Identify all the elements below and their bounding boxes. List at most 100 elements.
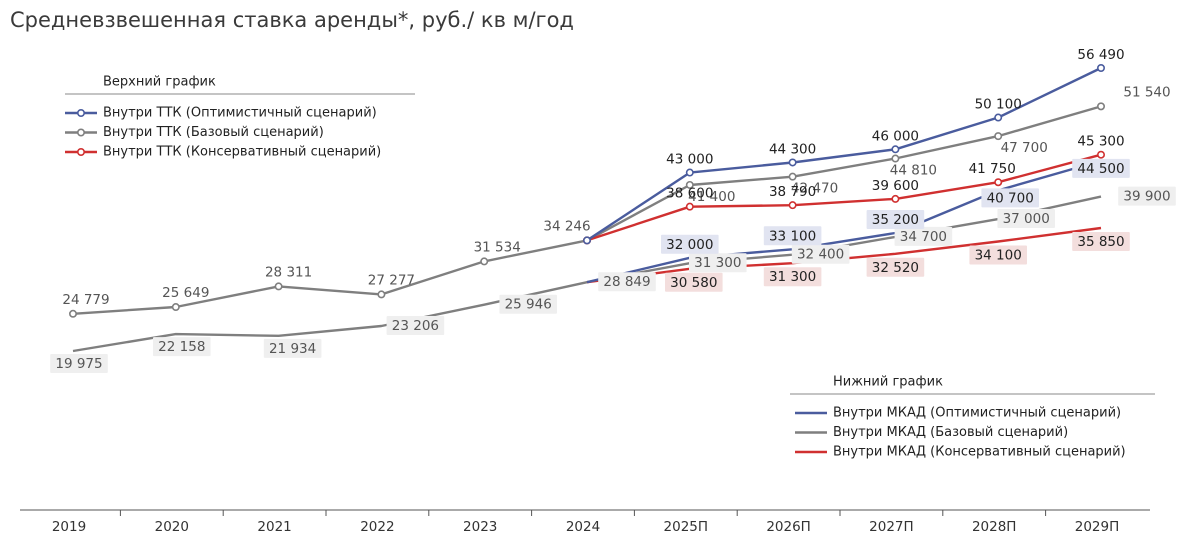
data-label: 44 810 <box>890 163 937 179</box>
x-tick-label: 2028П <box>972 519 1017 535</box>
data-label: 39 900 <box>1123 189 1170 205</box>
data-label-bg <box>661 234 719 254</box>
data-label: 35 850 <box>1077 234 1124 250</box>
legend-label: Внутри МКАД (Базовый сценарий) <box>833 425 1068 440</box>
data-point-base <box>274 282 283 291</box>
series-line-lower-optimistic <box>586 159 1102 284</box>
data-label: 43 000 <box>666 152 713 168</box>
data-point-conservative <box>1097 150 1106 159</box>
x-tick-label: 2023 <box>463 519 497 535</box>
x-tick-label: 2019 <box>52 519 86 535</box>
legend-label: Внутри ТТК (Оптимистичный сценарий) <box>103 106 377 121</box>
data-label: 23 206 <box>392 318 439 334</box>
x-tick-label: 2024 <box>566 519 600 535</box>
data-label-bg <box>866 257 925 277</box>
data-label: 37 000 <box>1003 211 1050 227</box>
data-label-bg <box>665 272 723 292</box>
data-label-bg <box>866 210 925 230</box>
data-label: 40 700 <box>987 190 1034 206</box>
data-point-conservative <box>685 202 694 211</box>
legend-marker <box>77 148 86 157</box>
data-point-base <box>994 132 1003 141</box>
legend-label: Внутри МКАД (Оптимистичный сценарий) <box>833 406 1121 421</box>
data-label: 46 000 <box>872 128 919 144</box>
data-label: 31 300 <box>694 255 741 271</box>
data-label: 32 000 <box>666 237 713 253</box>
data-label-bg <box>763 226 822 246</box>
data-label-bg <box>1118 186 1176 206</box>
data-label: 41 750 <box>969 161 1016 177</box>
data-label: 25 649 <box>162 285 209 301</box>
legend-label: Внутри ТТК (Базовый сценарий) <box>103 125 324 140</box>
data-point-optimistic <box>788 158 797 167</box>
data-label: 34 700 <box>900 229 947 245</box>
legend-label: Внутри МКАД (Консервативный сценарий) <box>833 445 1126 460</box>
data-point-optimistic <box>891 145 900 154</box>
chart-title: Средневзвешенная ставка аренды*, руб./ к… <box>10 8 574 32</box>
x-tick-label: 2022 <box>360 519 394 535</box>
data-point-base <box>480 257 489 266</box>
x-tick-label: 2020 <box>155 519 189 535</box>
data-label-bg <box>981 188 1039 208</box>
data-point-optimistic <box>685 168 694 177</box>
data-point-base <box>377 290 386 299</box>
data-label-bg <box>763 267 822 287</box>
data-point-optimistic <box>582 236 591 245</box>
data-label: 31 534 <box>474 239 521 255</box>
data-label-bg <box>894 226 953 246</box>
legend-marker <box>77 109 86 118</box>
data-label: 42 470 <box>791 181 838 197</box>
data-label-bg <box>50 354 108 373</box>
data-point-base <box>891 154 900 163</box>
data-label: 28 849 <box>603 274 650 290</box>
legend-heading: Нижний график <box>833 375 943 390</box>
data-label: 27 277 <box>368 272 415 288</box>
data-label: 25 946 <box>505 297 552 313</box>
data-label-bg <box>598 272 656 292</box>
legend-heading: Верхний график <box>103 75 216 90</box>
data-label: 38 600 <box>666 186 713 202</box>
data-label-bg <box>791 244 850 264</box>
data-point-base <box>685 180 694 189</box>
data-label: 41 400 <box>688 189 735 205</box>
data-label: 28 311 <box>265 264 312 280</box>
data-point-optimistic <box>994 113 1003 122</box>
x-tick-label: 2021 <box>257 519 291 535</box>
data-point-optimistic <box>1097 64 1106 73</box>
data-label: 38 790 <box>769 184 816 200</box>
data-label: 35 200 <box>872 212 919 228</box>
x-tick-label: 2027П <box>869 519 914 535</box>
data-label: 44 500 <box>1077 161 1124 177</box>
data-label: 32 520 <box>872 260 919 276</box>
data-label-bg <box>263 338 322 358</box>
data-label-bg <box>153 337 211 357</box>
data-label: 33 100 <box>769 228 816 244</box>
data-label-bg <box>1072 158 1130 178</box>
legend-marker <box>77 128 86 137</box>
data-label-bg <box>1072 231 1130 251</box>
series-line-upper-optimistic <box>586 66 1102 242</box>
data-point-base <box>788 172 797 181</box>
data-label: 44 300 <box>769 141 816 157</box>
data-point-base <box>1097 102 1106 111</box>
data-point-base <box>69 309 78 318</box>
data-label: 34 100 <box>975 248 1022 264</box>
data-label-bg <box>689 253 747 273</box>
data-point-conservative <box>891 194 900 203</box>
data-label: 39 600 <box>872 178 919 194</box>
data-label-bg <box>499 294 557 314</box>
x-tick-label: 2026П <box>766 519 811 535</box>
data-label: 31 300 <box>769 269 816 285</box>
data-label-bg <box>997 209 1055 229</box>
data-label: 50 100 <box>975 97 1022 113</box>
x-tick-label: 2025П <box>664 519 709 535</box>
data-label-bg <box>969 245 1027 265</box>
data-label: 51 540 <box>1123 84 1170 100</box>
data-label: 22 158 <box>158 339 205 355</box>
data-label: 32 400 <box>797 247 844 263</box>
data-label: 34 246 <box>543 218 590 234</box>
data-point-conservative <box>994 178 1003 187</box>
data-label: 24 779 <box>62 292 109 308</box>
data-label: 19 975 <box>55 356 102 372</box>
